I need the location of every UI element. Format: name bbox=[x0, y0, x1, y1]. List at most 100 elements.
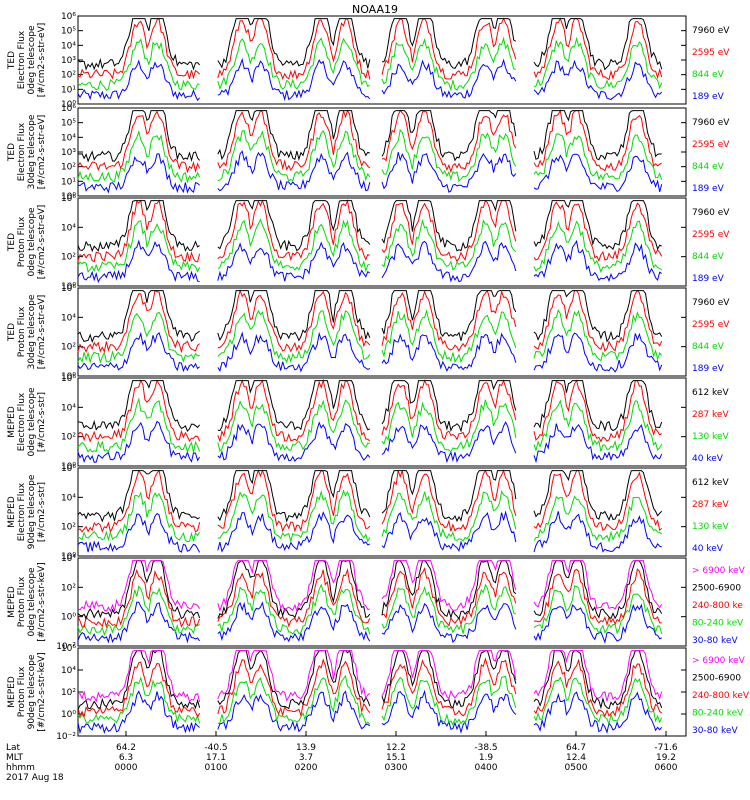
legend-entry: 7960 eV bbox=[692, 118, 730, 128]
y-axis-label: TED bbox=[7, 323, 17, 342]
series-2-trace bbox=[77, 397, 663, 454]
y-tick-label: 10⁴ bbox=[61, 41, 76, 51]
x-mlt-label: 19.2 bbox=[656, 753, 676, 763]
x-mlt-label: 3.7 bbox=[299, 753, 313, 763]
y-tick-label: 10⁴ bbox=[61, 403, 76, 413]
x-lat-label: -40.5 bbox=[204, 743, 227, 753]
y-axis-label: Electron Flux bbox=[17, 482, 27, 541]
legend-entry: 240-800 ke bbox=[692, 601, 743, 611]
legend-entry: 80-240 keV bbox=[692, 619, 744, 629]
y-axis-label: [#/cm2-s-str-eV] bbox=[37, 295, 47, 370]
x-lat-label: 13.9 bbox=[296, 743, 316, 753]
y-tick-label: 10⁶ bbox=[61, 284, 76, 294]
series-2-trace bbox=[77, 657, 662, 719]
y-tick-label: 10² bbox=[61, 523, 76, 533]
x-mlt-label: 1.9 bbox=[479, 753, 494, 763]
y-axis-label: [#/cm2-s-str] bbox=[37, 392, 47, 452]
legend-entry: 189 eV bbox=[692, 92, 725, 102]
series-2-trace bbox=[77, 218, 662, 274]
y-tick-label: 10¹ bbox=[61, 177, 76, 187]
y-tick-label: 10⁶ bbox=[61, 104, 76, 114]
legend-entry: 130 keV bbox=[692, 522, 729, 532]
y-axis-label: Proton Flux bbox=[17, 306, 27, 357]
y-tick-label: 10¹ bbox=[61, 85, 76, 95]
panel-frame bbox=[77, 287, 687, 377]
legend-entry: > 6900 keV bbox=[692, 656, 746, 666]
series-1-trace bbox=[77, 378, 662, 443]
legend-entry: 40 keV bbox=[692, 544, 724, 554]
legend-entry: 2595 eV bbox=[692, 320, 730, 330]
x-mlt-label: 15.1 bbox=[386, 753, 406, 763]
legend-entry: 240-800 keV bbox=[692, 691, 750, 701]
panel-3: 10⁰ 10² 10⁴ 10⁶ TED Proton Flux 0deg telescope… bbox=[7, 194, 730, 292]
series-1-trace bbox=[77, 17, 663, 81]
panel-frame bbox=[77, 197, 687, 287]
series-1-trace bbox=[77, 109, 662, 174]
y-tick-label: 10⁶ bbox=[61, 12, 76, 22]
y-axis-label: [#/cm2-s-str-keV] bbox=[37, 652, 47, 731]
series-0-trace bbox=[77, 650, 663, 703]
y-axis-label: MEPED bbox=[7, 406, 17, 438]
x-hhmm-label: 0500 bbox=[565, 763, 588, 773]
x-mlt-label: 6.3 bbox=[119, 753, 133, 763]
y-axis-label: 30deg telescope bbox=[27, 114, 37, 189]
panel-6: 10⁰ 10² 10⁴ 10⁶ MEPED Electron Flux 90deg tele… bbox=[7, 464, 729, 562]
x-lat-label: 64.7 bbox=[566, 743, 586, 753]
y-tick-label: 10⁻² bbox=[56, 732, 76, 742]
legend-entry: 2595 eV bbox=[692, 230, 730, 240]
series-0-trace bbox=[77, 290, 663, 344]
panel-1: 10⁰ 10¹ 10² 10³ 10⁴ 10⁵ 10⁶ TED Electron Flux 0de… bbox=[7, 12, 730, 110]
y-tick-label: 10⁴ bbox=[61, 223, 76, 233]
row-label-mlt: MLT bbox=[6, 753, 24, 763]
date-label: 2017 Aug 18 bbox=[6, 773, 64, 783]
x-axis-rows: 64.26.30000-40.517.1010013.93.7020012.21… bbox=[6, 731, 678, 783]
legend-entry: 612 keV bbox=[692, 478, 729, 488]
series-0-trace bbox=[77, 470, 663, 523]
x-lat-label: 12.2 bbox=[386, 743, 406, 753]
series-2-trace bbox=[77, 308, 663, 364]
y-axis-label: 0deg telescope bbox=[27, 387, 37, 457]
x-lat-label: 64.2 bbox=[116, 743, 136, 753]
x-mlt-label: 12.4 bbox=[566, 753, 586, 763]
x-hhmm-label: 0300 bbox=[385, 763, 408, 773]
series-0-trace bbox=[77, 560, 663, 613]
y-tick-label: 10² bbox=[61, 583, 76, 593]
series-4-trace bbox=[77, 601, 662, 644]
legend-entry: 30-80 keV bbox=[692, 636, 738, 646]
x-hhmm-label: 0100 bbox=[205, 763, 228, 773]
legend-entry: 7960 eV bbox=[692, 26, 730, 36]
panel-frame bbox=[77, 467, 687, 557]
legend-entry: 7960 eV bbox=[692, 208, 730, 218]
y-axis-label: 30deg telescope bbox=[27, 294, 37, 369]
y-axis-label: Electron Flux bbox=[17, 30, 27, 89]
series-0-trace bbox=[77, 18, 663, 71]
y-tick-label: 10² bbox=[61, 253, 76, 263]
y-axis-label: 0deg telescope bbox=[27, 567, 37, 637]
series-3-trace bbox=[77, 674, 663, 726]
legend-entry: 287 keV bbox=[692, 410, 729, 420]
y-tick-label: 10⁰ bbox=[61, 282, 76, 292]
series-3-trace bbox=[77, 331, 663, 373]
series-0-trace bbox=[77, 200, 662, 253]
y-axis-label: Proton Flux bbox=[17, 576, 27, 627]
legend-entry: 80-240 keV bbox=[692, 709, 744, 719]
y-tick-label: 10⁻² bbox=[56, 642, 76, 652]
x-hhmm-label: 0000 bbox=[115, 763, 138, 773]
y-axis-label: MEPED bbox=[7, 586, 17, 618]
series-2-trace bbox=[77, 128, 663, 184]
x-lat-label: -38.5 bbox=[474, 743, 497, 753]
series-3-trace bbox=[77, 420, 663, 464]
y-tick-label: 10² bbox=[61, 433, 76, 443]
legend-entry: 2595 eV bbox=[692, 140, 730, 150]
x-mlt-label: 17.1 bbox=[206, 753, 226, 763]
y-tick-label: 10² bbox=[61, 71, 76, 81]
y-tick-label: 10⁶ bbox=[61, 374, 76, 384]
series-3-trace bbox=[77, 583, 663, 637]
legend-entry: 189 eV bbox=[692, 364, 725, 374]
y-tick-label: 10⁰ bbox=[61, 613, 76, 623]
y-tick-label: 10² bbox=[61, 688, 76, 698]
panel-4: 10⁰ 10² 10⁴ 10⁶ TED Proton Flux 30deg telescop… bbox=[7, 284, 730, 382]
series-1-trace bbox=[77, 198, 663, 263]
